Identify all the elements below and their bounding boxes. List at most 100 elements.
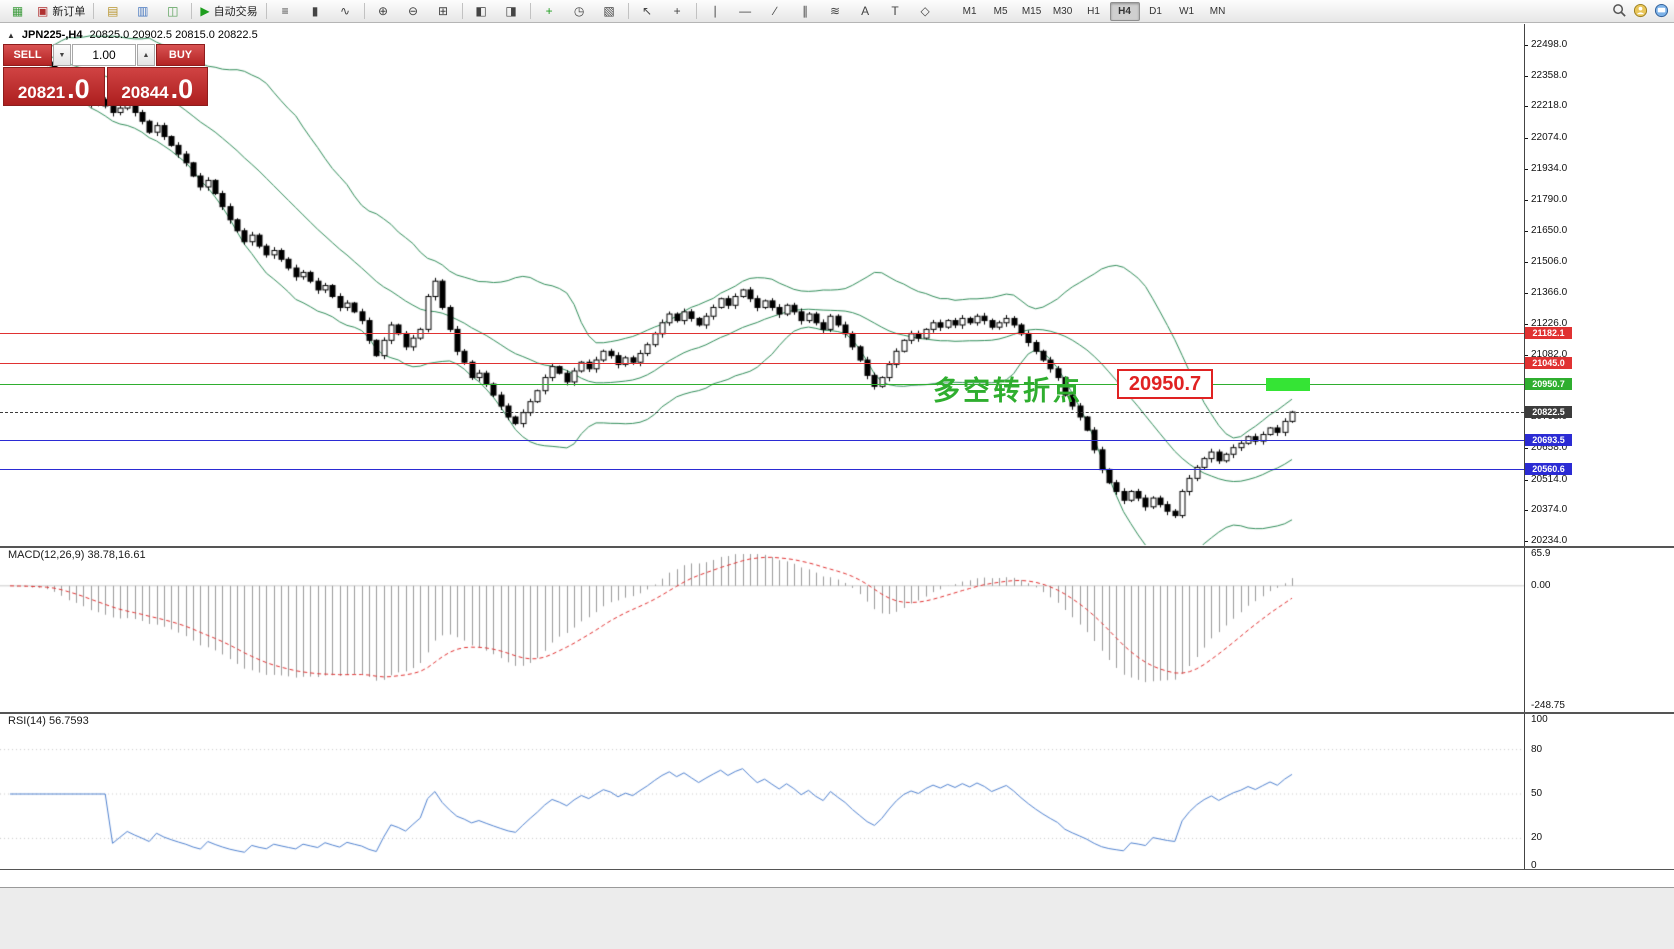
periods-icon[interactable]: ◷ <box>565 1 594 22</box>
price-axis-tick-label: 21366.0 <box>1531 287 1568 298</box>
autotrading-button[interactable]: ▶ 自动交易 <box>196 1 261 22</box>
arrange-windows-icon[interactable]: ◨ <box>497 1 526 22</box>
support-line-20560[interactable] <box>0 469 1524 471</box>
lot-increase-button[interactable]: ▲ <box>137 44 155 66</box>
price-axis-tick <box>1524 45 1528 46</box>
price-callout-box[interactable]: 20950.7 <box>1117 369 1213 399</box>
trendline-icon[interactable]: ∕ <box>761 1 790 22</box>
templates-icon: ▧ <box>603 4 615 18</box>
timeframe-mn-button[interactable]: MN <box>1209 5 1226 17</box>
macd-axis-label: -248.75 <box>1531 700 1565 711</box>
timeframe-h4-button[interactable]: H4 <box>1109 1 1140 21</box>
cursor-icon: ↖ <box>642 4 653 18</box>
fibonacci-icon[interactable]: ≋ <box>821 1 850 22</box>
shapes-icon[interactable]: ◇ <box>911 1 940 22</box>
trade-panel-controls: SELL ▼ ▲ BUY <box>3 44 208 66</box>
sell-price-box[interactable]: 20821 .0 <box>3 67 105 106</box>
buy-price-box[interactable]: 20844 .0 <box>106 67 208 106</box>
price-axis-tick-label: 22498.0 <box>1531 39 1568 50</box>
bar-chart-icon[interactable]: ≡ <box>271 1 300 22</box>
autotrading-icon: ▶ <box>200 4 210 18</box>
lot-decrease-button[interactable]: ▼ <box>53 44 71 66</box>
price-axis-separator[interactable] <box>1524 24 1525 869</box>
price-axis-tick-label: 22358.0 <box>1531 69 1568 81</box>
cascade-windows-icon[interactable]: ◧ <box>467 1 496 22</box>
zoom-in-icon[interactable]: ⊕ <box>369 1 398 22</box>
data-window-icon: ◫ <box>167 4 179 18</box>
macd-axis-label: 65.9 <box>1531 548 1551 559</box>
timeframe-d1-button[interactable]: D1 <box>1149 5 1162 17</box>
label-icon[interactable]: T <box>881 1 910 22</box>
turning-point-annotation[interactable]: 多空转折点 <box>933 376 1083 406</box>
vertical-line-icon[interactable]: ∣ <box>701 1 730 22</box>
price-axis-tick-label: 21650.0 <box>1531 224 1568 236</box>
line-chart-icon[interactable]: ∿ <box>331 1 360 22</box>
timeframe-m30-button[interactable]: M30 <box>1052 5 1073 17</box>
symbol-title: JPN225-,H4 <box>21 29 83 41</box>
resistance-line-21045[interactable] <box>0 363 1524 365</box>
tile-windows-icon[interactable]: ⊞ <box>429 1 458 22</box>
crosshair-icon[interactable]: + <box>663 1 692 22</box>
indicators-icon[interactable]: + <box>535 1 564 22</box>
toolbar-button-groups: ▦ ▣ 新订单 ▤ ▥ ◫ ▶ 自动交易 ≡ ▮ ∿ ⊕ ⊖ ⊞ ◧ ◨ + ◷ ▧ ↖ + ∣ ― ∕ ∥ ≋ A T ◇ <box>3 1 940 22</box>
candlestick-chart-icon[interactable]: ▮ <box>301 1 330 22</box>
price-axis-tick <box>1524 293 1528 294</box>
text-icon[interactable]: A <box>851 1 880 22</box>
templates-icon[interactable]: ▧ <box>595 1 624 22</box>
timeframe-m1-button[interactable]: M1 <box>962 5 977 17</box>
autotrading-button-label: 自动交易 <box>213 6 258 18</box>
bid-price-line[interactable] <box>0 412 1524 414</box>
support-line-20560-axis-label: 20560.6 <box>1525 463 1572 476</box>
chart-window-icon[interactable]: ▤ <box>98 1 127 22</box>
sell-price-main: 20821 <box>17 83 66 102</box>
rsi-axis-label: 20 <box>1531 832 1543 844</box>
chat-icon[interactable] <box>1654 3 1669 18</box>
price-axis-tick-label: 20234.0 <box>1531 535 1568 546</box>
price-axis-tick-label: 21934.0 <box>1531 162 1568 174</box>
fibonacci-icon: ≋ <box>830 4 841 18</box>
timeframe-h1-button[interactable]: H1 <box>1087 5 1100 17</box>
one-click-toggle-icon[interactable]: ▲ <box>7 30 15 40</box>
tile-windows-icon: ⊞ <box>438 4 449 18</box>
label-icon: T <box>891 4 899 18</box>
vertical-line-icon: ∣ <box>712 4 719 18</box>
profiles-icon[interactable]: ▥ <box>128 1 157 22</box>
cascade-windows-icon: ◧ <box>475 4 487 18</box>
community-icon[interactable] <box>1633 3 1648 18</box>
time-axis-strip[interactable] <box>0 870 1674 887</box>
timeframe-m15-button[interactable]: M15 <box>1021 5 1042 17</box>
data-window-icon[interactable]: ◫ <box>158 1 187 22</box>
support-line-20693-axis-label: 20693.5 <box>1525 434 1572 447</box>
crosshair-icon: + <box>673 4 681 18</box>
chart-canvas[interactable] <box>0 24 1524 886</box>
zoom-out-icon[interactable]: ⊖ <box>399 1 428 22</box>
app-icon: ▦ <box>3 1 32 22</box>
price-axis-tick <box>1524 448 1528 450</box>
lot-size-input[interactable] <box>72 44 136 66</box>
macd-panel-splitter[interactable] <box>0 546 1674 548</box>
new-order-button[interactable]: ▣ 新订单 <box>33 1 89 22</box>
timeframe-m5-button[interactable]: M5 <box>993 5 1008 17</box>
resistance-line-21182[interactable] <box>0 333 1524 335</box>
highlight-rectangle[interactable] <box>1266 378 1310 391</box>
time-axis-separator <box>0 869 1674 870</box>
toolbar-separator <box>461 3 463 19</box>
toolbar-separator <box>363 3 365 19</box>
pivot-line-20950-axis-label: 20950.7 <box>1525 377 1572 390</box>
price-axis-tick <box>1524 323 1528 325</box>
timeframe-w1-button[interactable]: W1 <box>1179 5 1195 17</box>
sell-button[interactable]: SELL <box>3 44 52 66</box>
rsi-panel-splitter[interactable] <box>0 712 1674 714</box>
rsi-axis-label: 50 <box>1531 788 1543 799</box>
search-icon[interactable] <box>1612 3 1627 18</box>
horizontal-line-icon: ― <box>739 4 752 18</box>
buy-button[interactable]: BUY <box>156 44 205 66</box>
support-line-20693[interactable] <box>0 440 1524 442</box>
horizontal-line-icon[interactable]: ― <box>731 1 760 22</box>
price-axis-tick <box>1524 510 1528 512</box>
rsi-axis-label: 100 <box>1531 714 1548 725</box>
cursor-icon[interactable]: ↖ <box>633 1 662 22</box>
channel-icon[interactable]: ∥ <box>791 1 820 22</box>
pivot-line-20950[interactable] <box>0 383 1524 385</box>
resistance-line-21045-axis-label: 21045.0 <box>1525 357 1572 370</box>
